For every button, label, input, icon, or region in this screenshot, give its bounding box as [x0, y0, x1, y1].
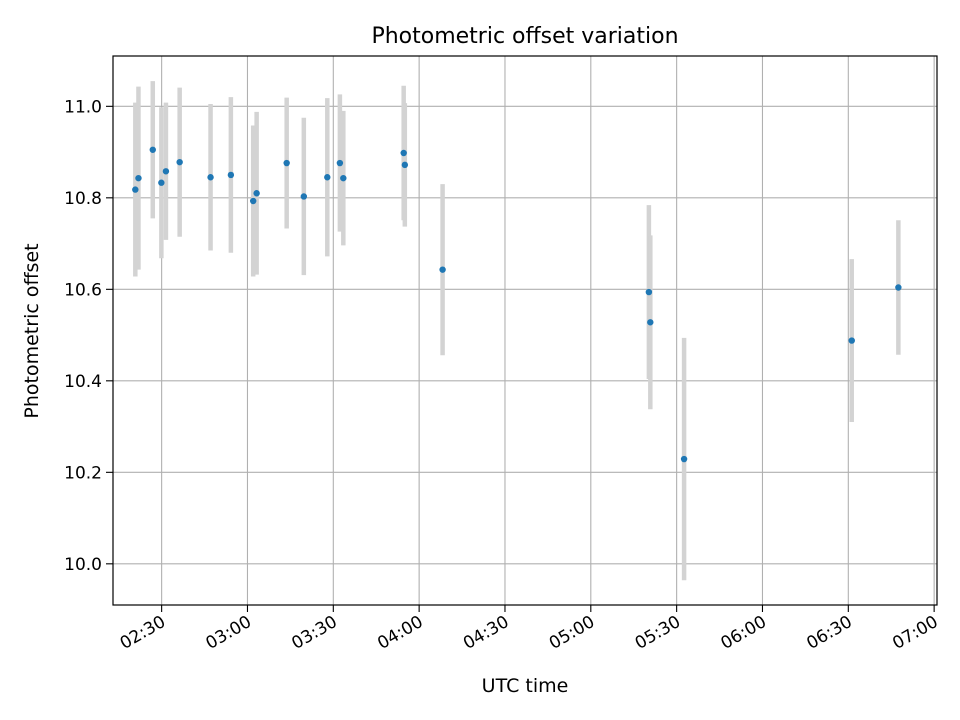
x-axis-label: UTC time: [482, 675, 569, 697]
y-tick-label: 10.6: [64, 280, 102, 300]
plot-frame: [112, 55, 938, 606]
data-point: [149, 146, 156, 153]
data-point: [439, 266, 446, 273]
y-tick-label: 10.0: [64, 555, 102, 575]
data-point: [176, 158, 183, 166]
data-point: [158, 179, 165, 186]
data-point: [848, 337, 855, 344]
data-point: [680, 455, 688, 463]
y-tick-label: 10.2: [64, 463, 102, 483]
data-point: [401, 161, 409, 169]
data-point: [895, 284, 902, 291]
y-tick-label: 11.0: [64, 97, 102, 117]
data-point: [135, 174, 142, 182]
data-point: [253, 190, 260, 197]
data-points: [132, 146, 902, 463]
data-point: [283, 159, 290, 167]
grid: [113, 56, 937, 605]
data-point: [340, 174, 347, 182]
data-point: [207, 174, 214, 181]
data-point: [647, 319, 654, 326]
data-point: [227, 171, 235, 179]
y-axis-label: Photometric offset: [21, 243, 43, 418]
data-point: [324, 174, 331, 181]
data-point: [162, 168, 170, 175]
data-point: [300, 193, 308, 200]
chart-title: Photometric offset variation: [371, 24, 678, 49]
data-point: [132, 186, 139, 193]
data-point: [645, 288, 653, 296]
y-tick-label: 10.4: [64, 372, 102, 392]
data-point: [249, 197, 257, 205]
y-tick-label: 10.8: [64, 189, 102, 209]
data-point: [336, 159, 344, 167]
data-point: [400, 149, 407, 157]
